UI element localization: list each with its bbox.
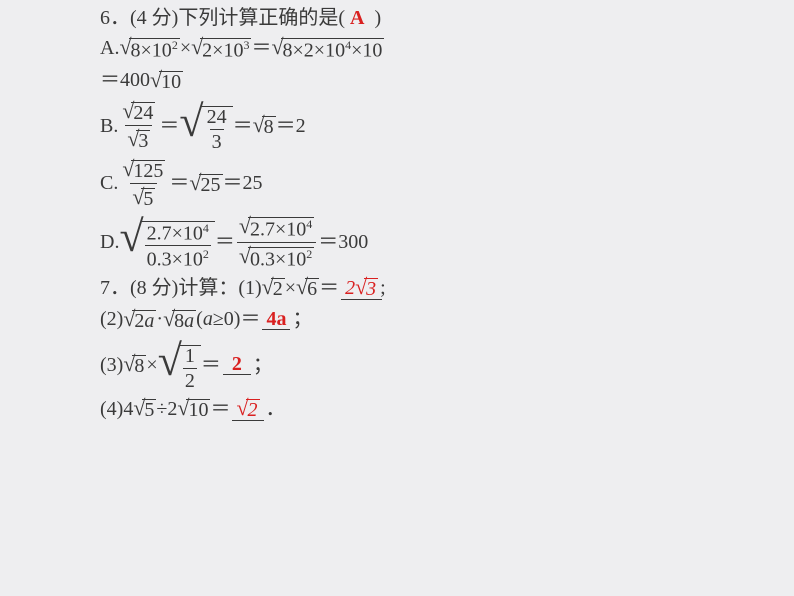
sqrt-expr: √ 8×2×104×10	[271, 36, 384, 61]
answer-blank: √2	[232, 397, 263, 421]
q6-prefix: 6．(4 分)下列计算正确的是(	[100, 8, 345, 28]
q7-prefix: 7．(8 分)计算：(1)	[100, 278, 262, 298]
sqrt-fraction: √ 2.7×104 0.3×102	[119, 215, 214, 270]
option-b: B. √24 √3 ＝ √ 24 3 ＝ √ 8 ＝2	[100, 100, 794, 152]
option-a-line2: ＝400 √ 10	[100, 69, 794, 92]
sqrt-expr: √ 8×102	[119, 36, 179, 61]
sqrt-expr: √ 5	[133, 397, 156, 420]
opt-d-label: D.	[100, 232, 119, 252]
q6-answer: A	[350, 8, 364, 28]
sqrt-expr: √ 6	[296, 276, 319, 299]
fraction: √24 √3	[120, 100, 157, 151]
q7-4-prefix: (4)4	[100, 399, 133, 419]
sqrt-expr: √ 8	[123, 353, 146, 376]
question-7-3: (3) √ 8 × √ 1 2 ＝ 2 ；	[100, 339, 794, 391]
option-d: D. √ 2.7×104 0.3×102 ＝ √2.7×104 √0.3×102…	[100, 215, 794, 270]
sqrt-expr: √ 25	[189, 172, 222, 195]
sqrt-expr: √ 2a	[123, 308, 156, 331]
sqrt-expr: √ 10	[150, 69, 183, 92]
sqrt-expr: √ 8a	[163, 308, 196, 331]
fraction: √125 √5	[120, 158, 167, 209]
opt-c-label: C.	[100, 173, 118, 193]
answer-blank: 2√3	[341, 276, 382, 300]
q7-3-prefix: (3)	[100, 355, 123, 375]
sqrt-expr: √ 8	[253, 114, 276, 137]
opt-a-label: A.	[100, 38, 119, 58]
question-7-1: 7．(8 分)计算：(1) √ 2 × √ 6 ＝ 2√3 ;	[100, 276, 794, 300]
sqrt-expr: √ 10	[177, 397, 210, 420]
sqrt-expr: √ 2	[262, 276, 285, 299]
answer-blank: 4a	[262, 309, 290, 330]
sqrt-fraction: √ 1 2	[158, 339, 201, 391]
q7-2-prefix: (2)	[100, 309, 123, 329]
sqrt-expr: √ 2×103	[191, 36, 251, 61]
fraction: √2.7×104 √0.3×102	[237, 215, 316, 269]
question-6: 6．(4 分)下列计算正确的是( A )	[100, 8, 794, 28]
question-7-2: (2) √ 2a · √ 8a ( a ≥0)＝ 4a ；	[100, 308, 794, 331]
option-a-line1: A. √ 8×102 × √ 2×103 ＝ √ 8×2×104×10	[100, 36, 794, 61]
option-c: C. √125 √5 ＝ √ 25 ＝25	[100, 158, 794, 209]
question-7-4: (4)4 √ 5 ÷2 √ 10 ＝ √2 ．	[100, 397, 794, 421]
answer-blank: 2	[223, 354, 251, 375]
q6-suffix: )	[374, 8, 381, 28]
sqrt-fraction: √ 24 3	[179, 100, 232, 152]
opt-b-label: B.	[100, 116, 118, 136]
